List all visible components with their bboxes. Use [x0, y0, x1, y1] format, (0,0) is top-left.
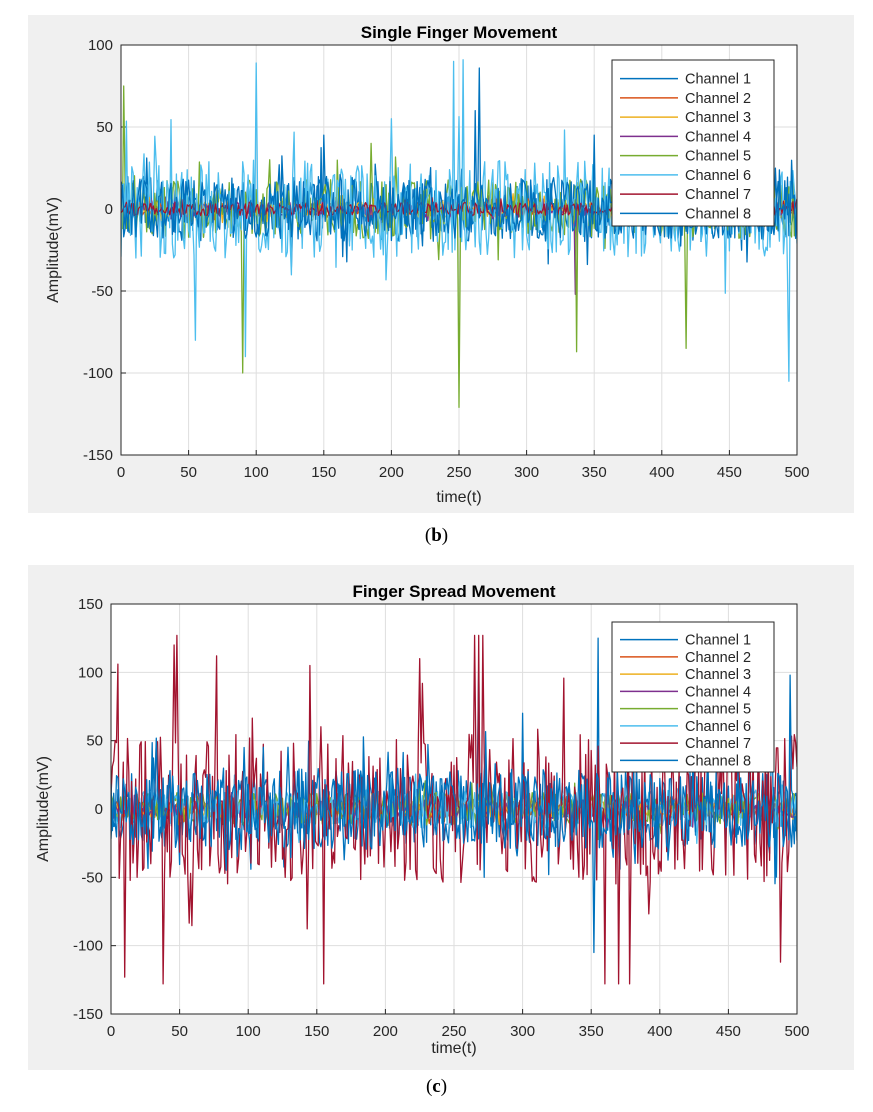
figure-b-caption-letter: b — [431, 525, 442, 546]
y-tick-label: 0 — [105, 201, 113, 218]
x-tick-label: 100 — [244, 464, 269, 481]
x-tick-label: 500 — [784, 1023, 809, 1040]
legend-label-1: Channel 1 — [685, 633, 751, 649]
x-tick-label: 300 — [510, 1023, 535, 1040]
legend-label-4: Channel 4 — [685, 684, 751, 700]
series-line-8 — [111, 674, 797, 954]
x-tick-label: 150 — [304, 1023, 329, 1040]
chart-single-finger: 0 50 100 150 200 250 300 350 400 450 500-150-100-5… — [45, 23, 810, 506]
axes-box — [120, 44, 798, 456]
legend-label-8: Channel 8 — [685, 206, 751, 222]
x-tick-label: 250 — [446, 464, 471, 481]
legend-label-7: Channel 7 — [685, 736, 751, 752]
legend-box — [611, 621, 775, 773]
legend-label-5: Channel 5 — [685, 149, 751, 165]
figure-b: 0 50 100 150 200 250 300 350 400 450 500 -150 -100 -5… — [28, 15, 854, 546]
x-axis-label: time(t) — [431, 1040, 476, 1057]
axes-box — [110, 603, 798, 1015]
x-tick-label: 50 — [171, 1023, 188, 1040]
figure-c-caption-letter: c — [432, 1076, 441, 1097]
figure-b-caption: (b) — [424, 525, 449, 546]
y-tick-label: -50 — [91, 283, 113, 300]
x-tick-label: 200 — [379, 464, 404, 481]
chart-finger-spread: 0 50 100 150 200 250 300 350 400 450 500-150-100-5… — [35, 582, 810, 1057]
legend-label-3: Channel 3 — [685, 110, 751, 126]
legend-label-2: Channel 2 — [685, 650, 751, 666]
legend: Channel 1 Channel 2 Channel 3 Channel 4 Chan… — [611, 59, 775, 227]
y-tick-label: -150 — [83, 447, 113, 464]
figure-c-caption: (c) — [425, 1076, 448, 1097]
legend-label-4: Channel 4 — [685, 129, 751, 145]
data-layer — [111, 634, 797, 985]
x-tick-label: 50 — [180, 464, 197, 481]
x-tick-label: 400 — [647, 1023, 672, 1040]
x-tick-label: 150 — [311, 464, 336, 481]
legend-label-1: Channel 1 — [685, 72, 751, 88]
x-tick-label: 0 — [107, 1023, 115, 1040]
legend-label-6: Channel 6 — [685, 168, 751, 184]
legend-label-6: Channel 6 — [685, 719, 751, 735]
legend-label-8: Channel 8 — [685, 753, 751, 769]
y-tick-label: 100 — [88, 37, 113, 54]
x-tick-label: 350 — [582, 464, 607, 481]
y-tick-label: 0 — [95, 801, 103, 818]
chart-title: Single Finger Movement — [361, 23, 558, 42]
x-tick-label: 0 — [117, 464, 125, 481]
legend-label-7: Channel 7 — [685, 187, 751, 203]
y-tick-label: -100 — [73, 938, 103, 955]
y-tick-label: 50 — [86, 733, 103, 750]
x-tick-label: 100 — [236, 1023, 261, 1040]
y-tick-label: 50 — [96, 119, 113, 136]
x-tick-label: 450 — [717, 464, 742, 481]
y-tick-label: -150 — [73, 1006, 103, 1023]
y-tick-label: -100 — [83, 365, 113, 382]
chart-title: Finger Spread Movement — [352, 582, 555, 601]
y-tick-label: -50 — [81, 869, 103, 886]
legend-label-5: Channel 5 — [685, 702, 751, 718]
x-tick-label: 450 — [716, 1023, 741, 1040]
x-tick-label: 400 — [649, 464, 674, 481]
x-axis-label: time(t) — [436, 489, 481, 506]
legend-box — [611, 59, 775, 227]
y-tick-label: 150 — [78, 596, 103, 613]
x-tick-label: 500 — [784, 464, 809, 481]
legend-label-3: Channel 3 — [685, 667, 751, 683]
y-axis-label: Amplitude(mV) — [45, 197, 62, 303]
y-axis-label: Amplitude(mV) — [35, 756, 52, 862]
x-tick-label: 250 — [441, 1023, 466, 1040]
x-tick-label: 200 — [373, 1023, 398, 1040]
x-tick-label: 350 — [579, 1023, 604, 1040]
figure-c: 0 50 100 150 200 250 300 350 400 450 500 -150 -100 -5… — [0, 560, 873, 1112]
legend-label-2: Channel 2 — [685, 91, 751, 107]
x-tick-label: 300 — [514, 464, 539, 481]
y-tick-label: 100 — [78, 664, 103, 681]
